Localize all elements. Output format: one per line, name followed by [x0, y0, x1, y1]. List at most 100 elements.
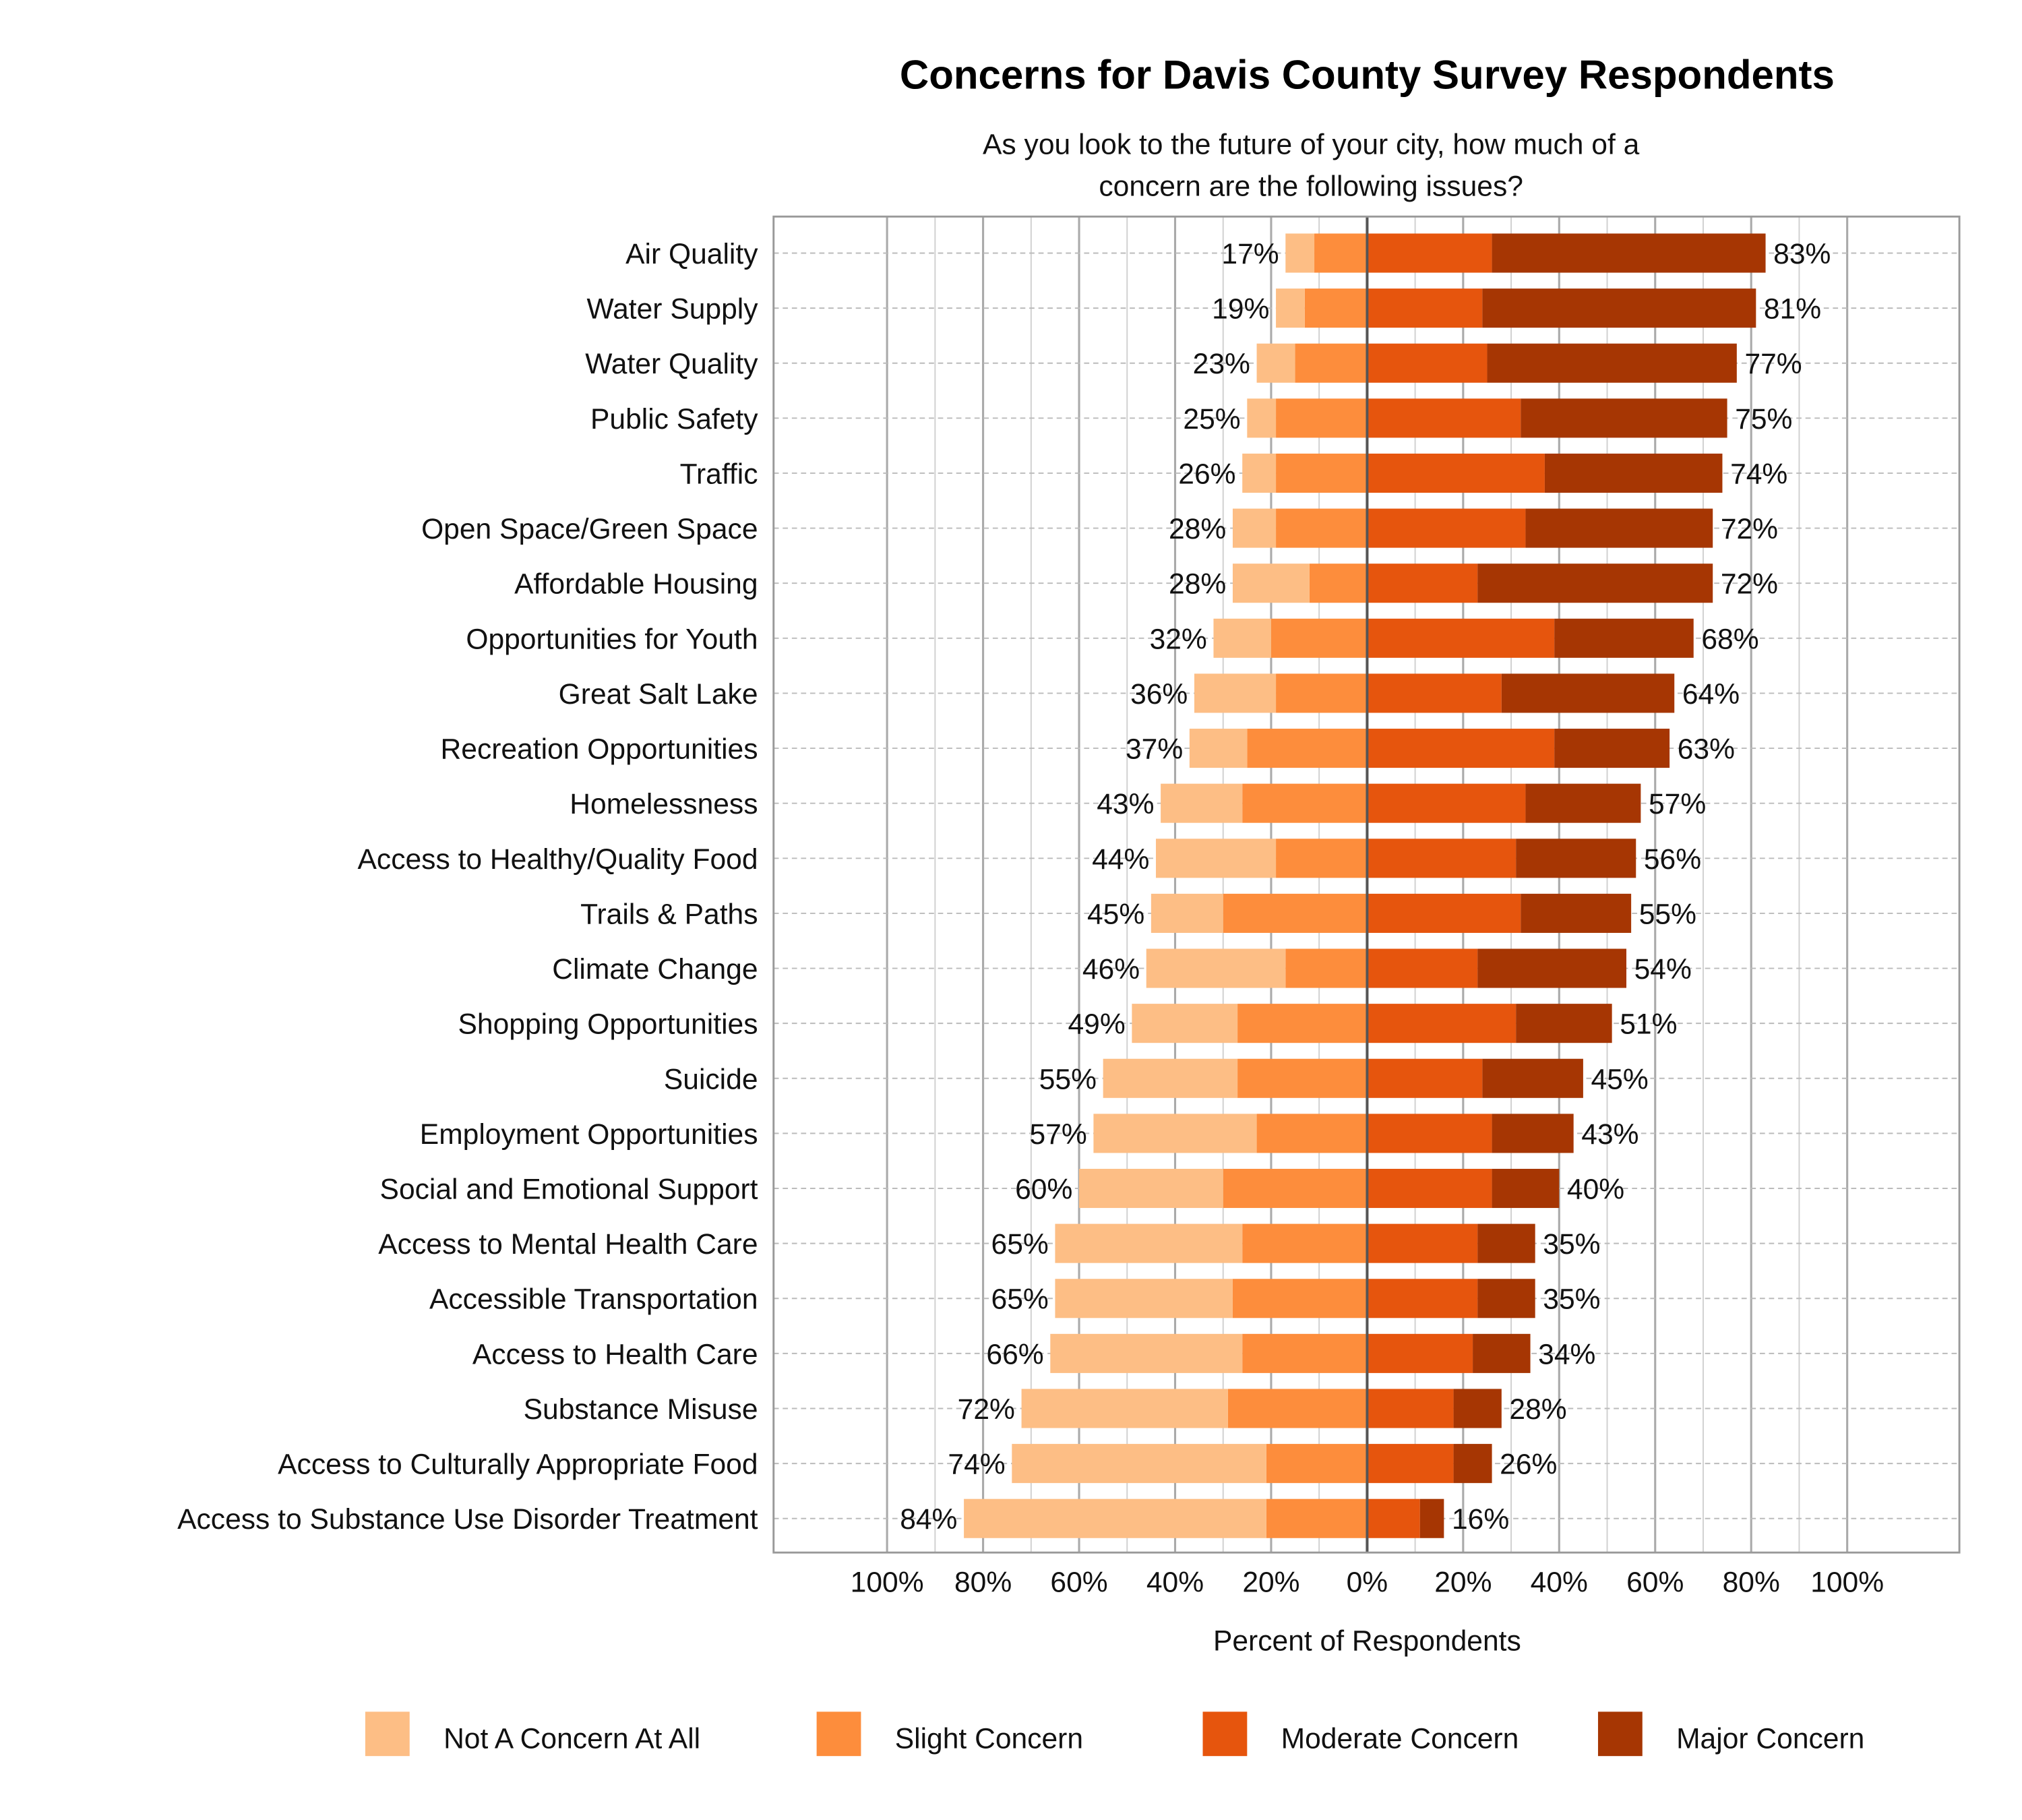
bar-segment-not-a-concern-at-all	[1285, 233, 1315, 273]
bar-segment-moderate-concern	[1367, 289, 1483, 328]
bar-segment-moderate-concern	[1367, 1223, 1478, 1263]
category-label: Traffic	[680, 458, 758, 490]
left-total-label: 72%	[958, 1393, 1015, 1426]
bar-segment-major-concern	[1554, 729, 1670, 768]
bar-segment-moderate-concern	[1367, 1333, 1473, 1373]
bar-segment-slight-concern	[1295, 343, 1368, 383]
category-label: Water Supply	[587, 293, 759, 326]
right-total-label: 72%	[1721, 568, 1778, 601]
bar-segment-moderate-concern	[1367, 893, 1521, 933]
left-total-label: 19%	[1212, 293, 1269, 326]
chart-subtitle-line-1: As you look to the future of your city, …	[983, 128, 1640, 160]
right-total-label: 26%	[1500, 1449, 1557, 1481]
legend-swatch	[816, 1711, 861, 1757]
category-label: Water Quality	[585, 348, 758, 380]
right-total-label: 57%	[1649, 788, 1706, 820]
category-label: Social and Emotional Support	[380, 1173, 758, 1205]
x-tick-label: 40%	[1531, 1566, 1588, 1598]
left-total-label: 37%	[1126, 733, 1183, 766]
bar-segment-major-concern	[1482, 1058, 1583, 1098]
x-axis-ticks: 100% 80% 60% 40% 20% 0% 20% 40% 60% 80% 100%	[851, 1566, 1884, 1598]
right-total-label: 35%	[1543, 1283, 1600, 1316]
left-total-label: 57%	[1030, 1118, 1087, 1151]
category-label: Open Space/Green Space	[421, 513, 758, 545]
chart-title: Concerns for Davis County Survey Respond…	[900, 53, 1835, 98]
bar-segment-major-concern	[1492, 233, 1766, 273]
category-label: Employment Opportunities	[420, 1118, 758, 1151]
right-total-label: 68%	[1701, 623, 1758, 655]
left-total-label: 23%	[1193, 348, 1250, 380]
bar-segment-moderate-concern	[1367, 343, 1488, 383]
left-total-label: 46%	[1082, 953, 1140, 985]
bar-segment-moderate-concern	[1367, 508, 1526, 548]
bar-segment-slight-concern	[1276, 508, 1368, 548]
bar-segment-moderate-concern	[1367, 1279, 1478, 1318]
bar-segment-major-concern	[1487, 343, 1737, 383]
bar-segment-slight-concern	[1242, 1223, 1368, 1263]
bar-segment-moderate-concern	[1367, 1389, 1454, 1428]
legend-swatch	[1202, 1711, 1248, 1757]
left-total-label: 49%	[1068, 1008, 1125, 1041]
left-total-label: 26%	[1178, 458, 1235, 490]
bar-segment-not-a-concern-at-all	[1189, 729, 1248, 768]
bar-segment-not-a-concern-at-all	[1132, 1004, 1238, 1043]
bar-segment-slight-concern	[1223, 1168, 1368, 1209]
bar-segment-slight-concern	[1314, 233, 1368, 273]
right-total-label: 64%	[1682, 678, 1740, 710]
right-total-label: 51%	[1620, 1008, 1677, 1041]
bar-segment-moderate-concern	[1367, 729, 1555, 768]
bar-segment-not-a-concern-at-all	[1055, 1223, 1243, 1263]
bar-segment-major-concern	[1544, 453, 1723, 493]
right-total-label: 35%	[1543, 1228, 1600, 1261]
right-total-label: 54%	[1634, 953, 1692, 985]
category-label: Air Quality	[625, 238, 758, 270]
right-total-label: 74%	[1730, 458, 1787, 490]
left-total-label: 65%	[991, 1283, 1049, 1316]
left-total-label: 43%	[1097, 788, 1154, 820]
bar-segment-major-concern	[1525, 783, 1641, 823]
bar-segment-major-concern	[1492, 1114, 1574, 1153]
bar-segment-moderate-concern	[1367, 564, 1478, 603]
left-total-label: 28%	[1169, 513, 1226, 545]
legend-label: Major Concern	[1676, 1723, 1864, 1755]
bar-segment-not-a-concern-at-all	[1232, 508, 1277, 548]
bar-segment-major-concern	[1482, 289, 1756, 328]
bar-segment-not-a-concern-at-all	[964, 1498, 1266, 1538]
bar-segment-slight-concern	[1256, 1114, 1368, 1153]
x-tick-label: 80%	[954, 1566, 1012, 1598]
bar-segment-major-concern	[1501, 673, 1675, 713]
bar-segment-slight-concern	[1309, 564, 1368, 603]
x-axis-label: Percent of Respondents	[1213, 1625, 1521, 1657]
category-label: Access to Mental Health Care	[378, 1228, 758, 1261]
chart-subtitle-line-2: concern are the following issues?	[1099, 170, 1523, 202]
bar-segment-moderate-concern	[1367, 1058, 1483, 1098]
right-total-label: 16%	[1452, 1503, 1509, 1536]
bar-segment-slight-concern	[1304, 289, 1368, 328]
bar-segment-slight-concern	[1232, 1279, 1368, 1318]
left-total-label: 32%	[1150, 623, 1207, 655]
bar-segment-slight-concern	[1247, 729, 1368, 768]
bar-segment-slight-concern	[1276, 453, 1368, 493]
category-label: Access to Healthy/Quality Food	[358, 843, 758, 876]
right-total-label: 45%	[1591, 1063, 1649, 1095]
bar-segment-major-concern	[1453, 1444, 1492, 1484]
category-label: Great Salt Lake	[559, 678, 758, 710]
right-total-label: 75%	[1735, 403, 1792, 435]
bar-segment-moderate-concern	[1367, 453, 1545, 493]
category-label: Access to Substance Use Disorder Treatme…	[177, 1503, 758, 1536]
right-total-label: 40%	[1567, 1173, 1624, 1205]
x-tick-label: 40%	[1146, 1566, 1204, 1598]
right-total-label: 43%	[1581, 1118, 1638, 1151]
bar-segment-slight-concern	[1276, 398, 1368, 438]
left-total-label: 28%	[1169, 568, 1226, 601]
bar-segment-major-concern	[1516, 1004, 1612, 1043]
bar-segment-not-a-concern-at-all	[1276, 289, 1305, 328]
legend-label: Moderate Concern	[1281, 1723, 1519, 1755]
x-tick-label: 100%	[851, 1566, 924, 1598]
bar-segment-moderate-concern	[1367, 1444, 1454, 1484]
left-total-label: 74%	[948, 1449, 1005, 1481]
bar-segment-slight-concern	[1237, 1004, 1368, 1043]
category-label: Shopping Opportunities	[458, 1008, 758, 1041]
left-total-label: 65%	[991, 1228, 1049, 1261]
